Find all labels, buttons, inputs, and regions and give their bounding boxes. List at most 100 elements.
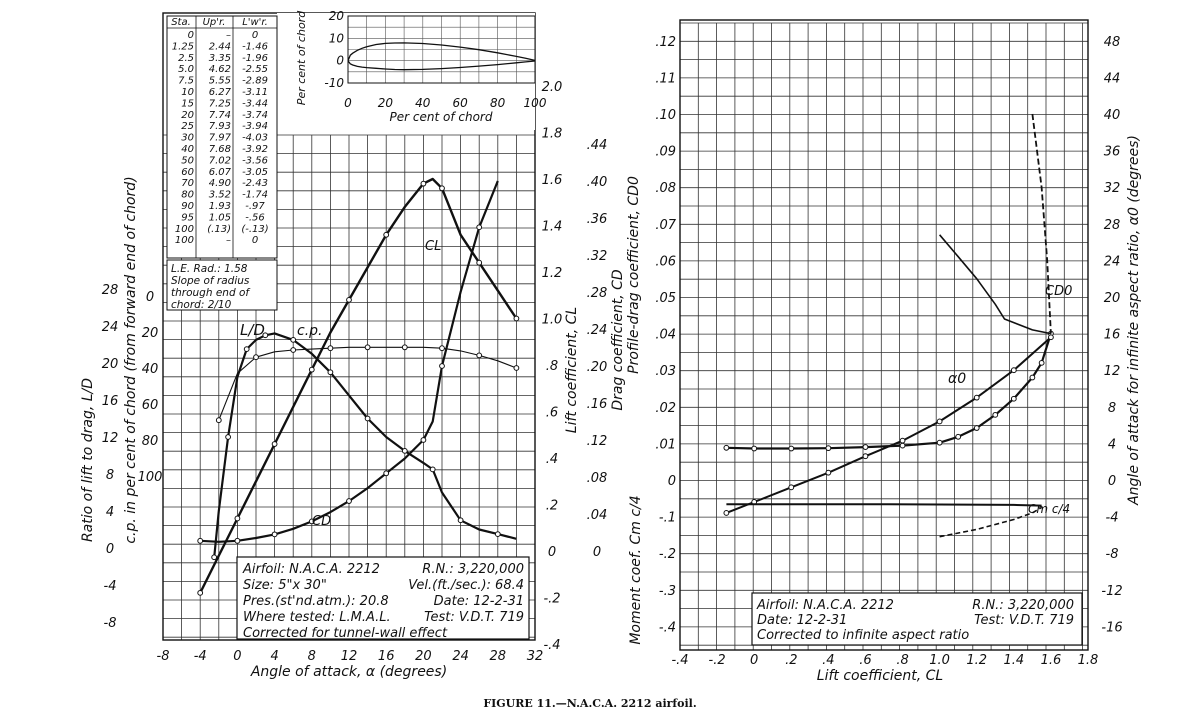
table-cell: 6.27 [209, 87, 232, 98]
cd-tick-label: .16 [587, 397, 608, 412]
point-cd [308, 518, 315, 525]
cm-axis-title: Moment coef. Cm c/4 [628, 495, 644, 644]
table-cell: 70 [181, 178, 194, 189]
alpha-tick-label: 16 [1104, 328, 1121, 343]
point-c-p- [327, 345, 334, 352]
cd-tick-label: .12 [587, 434, 608, 449]
alpha-tick-label: -12 [1101, 584, 1122, 599]
right-x-tick-label: 1.8 [1078, 653, 1099, 668]
right-info-text: Test: V.D.T. 719 [974, 613, 1074, 628]
point--0 [723, 510, 730, 516]
point-cd0 [862, 444, 869, 450]
table-cell: -4.03 [242, 133, 268, 144]
series-cl-line [199, 177, 518, 594]
point-c-p- [364, 344, 371, 351]
profile-y-tick: 0 [336, 54, 344, 68]
alpha-tick-label: 4 [1108, 437, 1116, 452]
cd-tick-label: 0 [593, 545, 601, 560]
cp-tick-label: 60 [142, 398, 159, 413]
profile-x-tick: 20 [378, 96, 394, 110]
alpha-tick-label: 0 [1108, 474, 1116, 489]
point--0 [862, 453, 869, 460]
point--0 [936, 418, 943, 425]
series-cd-line [200, 180, 499, 543]
point-cd0 [899, 442, 906, 449]
table-cell: 5.0 [178, 64, 194, 75]
left-info-frame [236, 556, 530, 640]
label-cd0: CD0 [1045, 284, 1072, 299]
table-note-line: Slope of radius [171, 275, 250, 287]
x-tick-label: 32 [527, 649, 544, 664]
table-note-line: chord: 2/10 [171, 299, 232, 311]
cp-tick-label: 100 [138, 470, 163, 485]
cl-tick-label: .6 [546, 406, 558, 421]
alpha-tick-label: 36 [1104, 145, 1121, 160]
left-info-text: Size: 5"x 30" [243, 578, 327, 593]
right-frame [679, 19, 1089, 651]
table-cell: -1.96 [242, 53, 268, 64]
table-note-frame [166, 259, 278, 311]
right-x-tick-label: 1.0 [929, 653, 950, 668]
table-header-cell: Sta. [171, 17, 191, 28]
cl-tick-label: .8 [546, 359, 558, 374]
label-cd: CD [312, 514, 331, 529]
table-cell: -1.46 [242, 41, 268, 52]
alpha-tick-label: 28 [1104, 218, 1121, 233]
table-frame [166, 15, 278, 259]
point-cd0 [992, 411, 999, 418]
table-cell: 80 [181, 190, 194, 201]
point-cl [513, 315, 520, 322]
right-x-tick-label: .8 [896, 653, 908, 668]
ld-tick-label: 20 [102, 357, 119, 372]
cd-tick-label: .04 [587, 508, 608, 523]
profile-y-title: Per cent of chord [295, 10, 308, 105]
ld-tick-label: 4 [106, 505, 114, 520]
x-tick-label: -8 [157, 649, 170, 664]
table-cell: 60 [181, 167, 194, 178]
cd0-tick-label: .03 [655, 364, 676, 379]
point-c-p- [253, 354, 259, 361]
right-x-tick-label: -.4 [671, 653, 688, 668]
cm-tick-label: -.4 [659, 620, 676, 635]
table-cell: -3.94 [242, 121, 268, 132]
profile-surface-upper [347, 42, 536, 62]
label-ld: L/D [240, 321, 265, 339]
cd0-tick-label: .06 [655, 254, 676, 269]
x-tick-label: 4 [270, 649, 278, 664]
left-info-text: Test: V.D.T. 719 [424, 610, 524, 625]
cl-axis-title: Lift coefficient, CL [564, 307, 580, 433]
ld-tick-label: 8 [106, 468, 114, 483]
right-info-box: Airfoil: N.A.C.A. 2212 R.N.: 3,220,000 Dat… [751, 592, 1083, 646]
x-axis-title: Angle of attack, α (degrees) [250, 664, 447, 680]
cd0-tick-label: 0 [668, 474, 676, 489]
point-cd0 [1038, 359, 1045, 366]
table-cell: -2.89 [242, 76, 268, 87]
left-info-box: Airfoil: N.A.C.A. 2212 R.N.: 3,220,000 Siz… [236, 556, 530, 641]
cl-tick-label: 1.2 [542, 266, 563, 281]
table-cell: 4.62 [209, 64, 231, 75]
airfoil-ordinate-table: Sta. Up'r. L'w'r.0–01.25 2.44 -1.462.5 3.35 -1… [166, 15, 278, 311]
table-cell: 100 [175, 235, 194, 246]
table-cell: -3.44 [242, 98, 268, 109]
cp-tick-label: 40 [142, 362, 159, 377]
right-info-text: Date: 12-2-31 [757, 613, 847, 628]
point-cd [234, 537, 241, 544]
right-info-text: R.N.: 3,220,000 [972, 598, 1074, 613]
table-cell: 7.93 [209, 121, 231, 132]
point-cd0 [751, 445, 758, 452]
table-cell: 2.44 [209, 41, 231, 52]
ld-tick-label: 24 [102, 320, 119, 335]
left-info-text: Date: 12-2-31 [434, 594, 524, 609]
table-cell: -1.74 [242, 190, 268, 201]
point-cl [439, 185, 445, 192]
table-cell: 7.97 [209, 133, 232, 144]
series-l-d-line [213, 332, 517, 558]
right-x-tick-label: 0 [750, 653, 758, 668]
ld-axis-title: Ratio of lift to drag, L/D [80, 378, 96, 542]
right-chart: -.4 -.2 0 .2 .4 .6 .8 1.0 1.2 1.4 1.6 1.8 Lift coeff… [626, 19, 1142, 684]
cm-tick-label: -.2 [659, 547, 676, 562]
x-tick-label: 12 [341, 649, 358, 664]
cd0-tick-label: .01 [655, 437, 676, 452]
cl-tick-label: 2.0 [542, 80, 563, 95]
cl-tick-label: 1.6 [542, 173, 563, 188]
